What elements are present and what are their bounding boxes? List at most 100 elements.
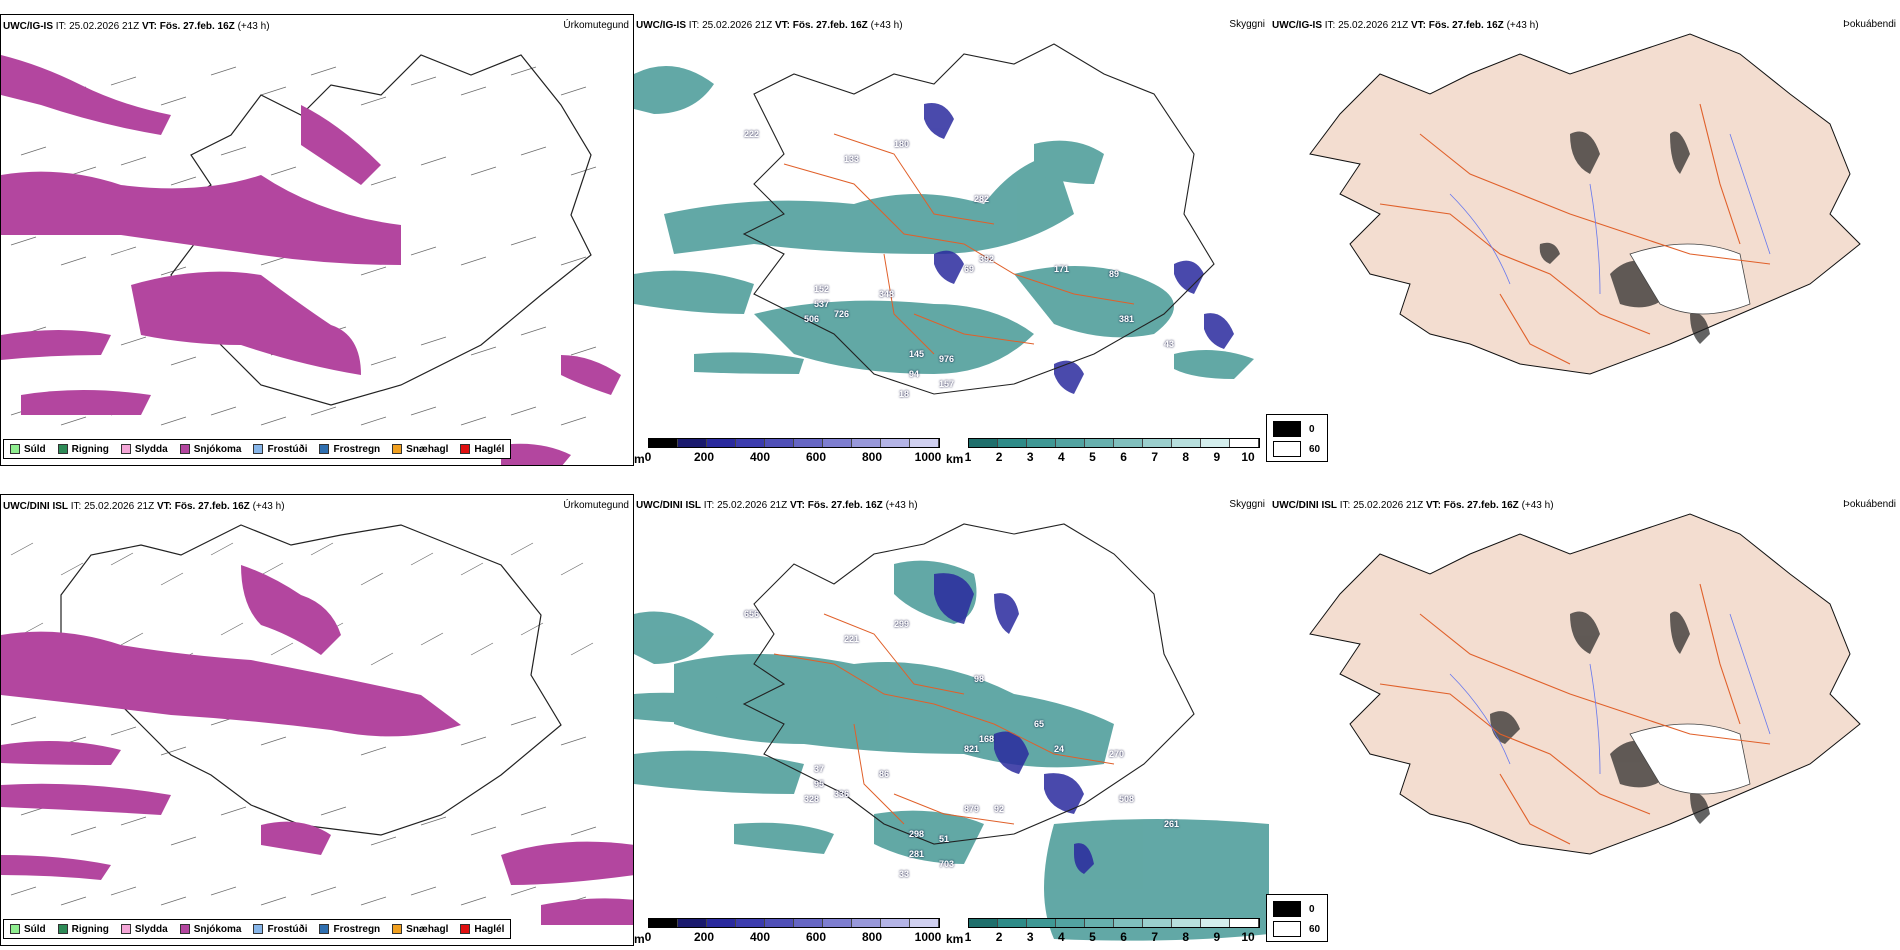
colorbar-tick: 200 — [693, 450, 715, 464]
visibility-value-label: 152 — [814, 284, 830, 294]
visibility-value-label: 43 — [1164, 339, 1175, 349]
visibility-value-label: 392 — [979, 254, 995, 264]
visibility-value-label: 89 — [1109, 269, 1120, 279]
colorbar-tick: 5 — [1089, 930, 1096, 944]
colorbar-tick: 1 — [964, 930, 972, 944]
visibility-value-label: 703 — [939, 859, 955, 869]
fog-panel-dini: UWC/DINI ISL IT: 25.02.2026 21Z VT: Fös.… — [1270, 494, 1900, 894]
visibility-value-label: 33 — [899, 869, 910, 879]
legend-item-snow-hail: Snæhagl — [392, 444, 448, 455]
colorbar-tick: 600 — [805, 930, 827, 944]
visibility-value-label: 24 — [1054, 744, 1065, 754]
fog-header: UWC/IG-IS IT: 25.02.2026 21Z VT: Fös. 27… — [1272, 20, 1539, 31]
legend-item-freezing-rain: Frostregn — [319, 924, 380, 935]
fog-legend-dini: 0 60 — [1266, 894, 1328, 942]
colorbar-tick: 3 — [1026, 930, 1034, 944]
legend-item-snow-hail: Snæhagl — [392, 924, 448, 935]
precip-panel-dini: UWC/DINI ISL IT: 25.02.2026 21Z VT: Fös.… — [0, 494, 634, 946]
visibility-value-label: 976 — [939, 354, 955, 364]
visibility-value-label: 221 — [844, 634, 860, 644]
legend-item-drizzle: Súld — [10, 924, 46, 935]
cloud-base-unit: m — [634, 452, 645, 466]
visibility-value-label: 821 — [964, 744, 980, 754]
colorbar-tick: 2 — [995, 930, 1003, 944]
colorbar-tick: 600 — [805, 450, 827, 464]
colorbar-tick: 10 — [1241, 930, 1255, 944]
visibility-value-label: 328 — [804, 794, 820, 804]
visibility-value-label: 281 — [909, 849, 925, 859]
visibility-value-label: 270 — [1109, 749, 1125, 759]
visibility-value-label: 298 — [909, 829, 925, 839]
visibility-value-label: 86 — [879, 769, 890, 779]
visibility-value-label: 879 — [964, 804, 980, 814]
precip-map-dini — [1, 524, 633, 926]
precip-header: UWC/DINI ISL IT: 25.02.2026 21Z VT: Fös.… — [3, 501, 285, 512]
cloud-panel-igis: 222 180 133 282 392 69 171 89 152 537 348 506 726 381… — [634, 14, 1269, 466]
visibility-unit: km — [946, 932, 964, 946]
fog-panel-title: Þokuábendi — [1843, 499, 1896, 510]
precip-panel-title: Úrkomutegund — [563, 20, 629, 31]
legend-item-sleet: Slydda — [120, 444, 168, 455]
colorbar-tick: 4 — [1057, 930, 1065, 944]
cloud-header: UWC/IG-IS IT: 25.02.2026 21Z VT: Fös. 27… — [636, 20, 903, 31]
visibility-value-label: 537 — [814, 299, 830, 309]
legend-item-snow: Snjókoma — [179, 444, 241, 455]
visibility-value-label: 98 — [974, 674, 985, 684]
fog-header: UWC/DINI ISL IT: 25.02.2026 21Z VT: Fös.… — [1272, 500, 1554, 511]
cloud-base-unit: m — [634, 932, 645, 946]
legend-item-rain: Rigning — [57, 444, 109, 455]
visibility-value-label: 92 — [994, 804, 1005, 814]
cloud-map-dini — [634, 523, 1269, 941]
colorbar-tick: 1 — [964, 450, 972, 464]
colorbar-tick: 7 — [1151, 450, 1158, 464]
visibility-value-label: 506 — [804, 314, 820, 324]
colorbar-tick: 2 — [995, 450, 1003, 464]
colorbar-tick: 400 — [749, 450, 771, 464]
visibility-value-label: 51 — [939, 834, 950, 844]
colorbar-tick: 8 — [1182, 450, 1190, 464]
visibility-value-label: 95 — [814, 779, 825, 789]
visibility-value-label: 180 — [894, 139, 910, 149]
colorbar-tick: 9 — [1213, 930, 1221, 944]
colorbar-tick: 800 — [861, 930, 883, 944]
visibility-colorbar-dini: km 1 2 3 4 5 6 7 8 9 10 — [946, 918, 1276, 948]
legend-item-freezing-drizzle: Frostúði — [253, 444, 307, 455]
legend-item-drizzle: Súld — [10, 444, 46, 455]
visibility-value-label: 282 — [974, 194, 990, 204]
visibility-value-label: 261 — [1164, 819, 1180, 829]
colorbar-tick: 3 — [1026, 450, 1034, 464]
visibility-value-label: 222 — [744, 129, 760, 139]
colorbar-tick: 1000 — [914, 930, 942, 944]
colorbar-tick: 200 — [693, 930, 715, 944]
colorbar-tick: 4 — [1057, 450, 1065, 464]
visibility-value-label: 508 — [1119, 794, 1135, 804]
legend-item-hail: Haglél — [460, 444, 504, 455]
visibility-value-label: 168 — [979, 734, 995, 744]
colorbar-tick: 10 — [1241, 450, 1255, 464]
legend-item-freezing-drizzle: Frostúði — [253, 924, 307, 935]
cloud-panel-title: Skyggni — [1229, 19, 1265, 30]
visibility-value-label: 18 — [899, 389, 910, 399]
colorbar-tick: 5 — [1089, 450, 1096, 464]
visibility-value-label: 37 — [814, 764, 825, 774]
visibility-value-label: 133 — [844, 154, 860, 164]
fog-panel-title: Þokuábendi — [1843, 19, 1896, 30]
visibility-value-label: 299 — [894, 619, 910, 629]
visibility-value-label: 94 — [909, 369, 920, 379]
visibility-value-label: 656 — [744, 609, 760, 619]
precip-type-legend: Súld Rigning Slydda Snjókoma Frostúði Fr… — [3, 439, 512, 459]
precip-panel-title: Úrkomutegund — [563, 500, 629, 511]
colorbar-tick: 1000 — [914, 450, 942, 464]
visibility-value-label: 69 — [964, 264, 975, 274]
colorbar-tick: 0 — [644, 450, 652, 464]
cloud-panel-title: Skyggni — [1229, 499, 1265, 510]
colorbar-tick: 9 — [1213, 450, 1221, 464]
cloud-base-colorbar-dini: m 0 200 400 600 800 1000 — [634, 918, 941, 948]
precip-type-legend: Súld Rigning Slydda Snjókoma Frostúði Fr… — [3, 919, 512, 939]
fog-map-dini — [1309, 513, 1861, 855]
visibility-colorbar-igis: km 1 2 3 4 5 6 7 8 9 10 — [946, 438, 1276, 468]
cloud-map-igis — [634, 43, 1254, 395]
legend-item-sleet: Slydda — [120, 924, 168, 935]
colorbar-tick: 6 — [1120, 930, 1127, 944]
visibility-unit: km — [946, 452, 964, 466]
